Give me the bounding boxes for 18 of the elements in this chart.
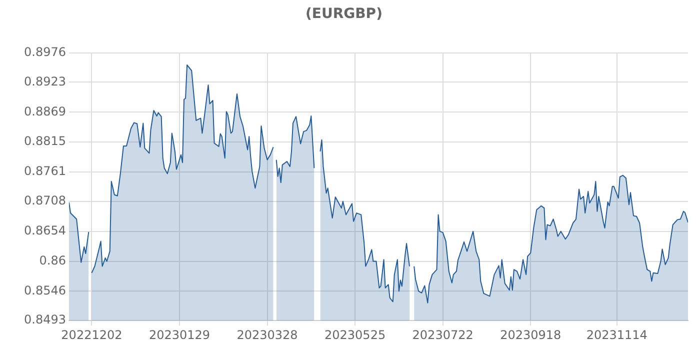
- y-tick-label: 0.8976: [24, 44, 66, 59]
- chart-title: (EURGBP): [306, 6, 382, 22]
- y-tick-label: 0.8654: [24, 223, 66, 238]
- x-tick-label: 20230918: [500, 328, 562, 342]
- x-tick-label: 20221202: [61, 328, 122, 342]
- y-tick-label: 0.8923: [24, 74, 66, 88]
- x-tick-label: 20230525: [324, 328, 386, 342]
- y-tick-label: 0.8761: [24, 164, 66, 178]
- x-tick-label: 20230129: [148, 328, 210, 342]
- y-tick-label: 0.8869: [24, 104, 66, 118]
- y-tick-label: 0.8493: [24, 312, 66, 327]
- x-tick-label: 20230328: [236, 328, 298, 342]
- y-tick-label: 0.8708: [24, 194, 66, 208]
- x-tick-label: 20230722: [412, 328, 474, 342]
- y-tick-label: 0.8546: [24, 283, 66, 298]
- x-tick-label: 20231114: [586, 328, 648, 342]
- y-tick-label: 0.86: [39, 253, 66, 268]
- y-tick-label: 0.8815: [24, 134, 66, 148]
